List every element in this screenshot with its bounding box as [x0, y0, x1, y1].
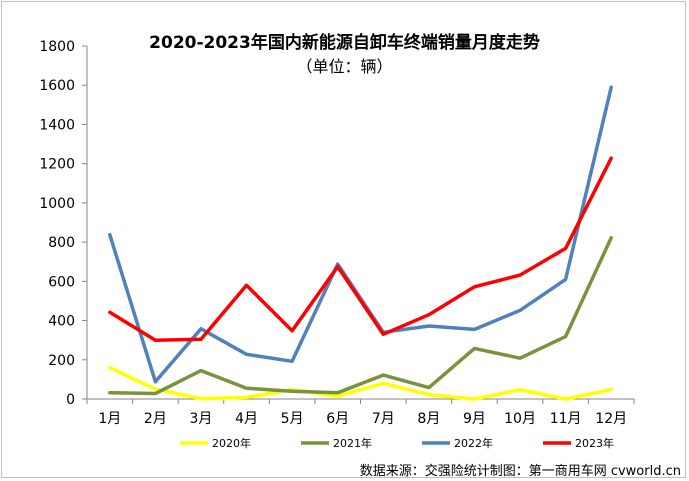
x-tick-label: 12月 — [595, 411, 627, 427]
x-tick-label: 5月 — [281, 411, 304, 427]
y-tick-label: 800 — [48, 235, 75, 251]
x-tick-label: 11月 — [550, 411, 582, 427]
chart-subtitle: （单位：辆） — [296, 57, 393, 76]
y-tick-label: 600 — [48, 274, 75, 290]
legend-label: 2020年 — [212, 436, 251, 450]
x-tick-label: 10月 — [504, 411, 536, 427]
x-tick-label: 9月 — [463, 411, 486, 427]
x-tick-label: 7月 — [372, 411, 395, 427]
y-tick-label: 1600 — [39, 78, 75, 94]
series-line-4 — [108, 156, 613, 342]
y-tick-label: 1800 — [39, 39, 75, 55]
series-line-2 — [108, 236, 613, 396]
x-tick-label: 3月 — [189, 411, 212, 427]
x-tick-label: 4月 — [235, 411, 258, 427]
y-tick-label: 200 — [48, 353, 75, 369]
x-tick-label: 6月 — [326, 411, 349, 427]
legend-label: 2023年 — [575, 436, 614, 450]
legend-label: 2021年 — [333, 436, 372, 450]
y-tick-label: 0 — [66, 392, 75, 408]
data-source-note: 数据来源：交强险统计制图：第一商用车网 cvworld.cn — [359, 464, 681, 479]
x-tick-label: 2月 — [144, 411, 167, 427]
y-tick-label: 400 — [48, 314, 75, 330]
series-line-3 — [108, 85, 613, 384]
chart-title: 2020-2023年国内新能源自卸车终端销量月度走势 — [149, 33, 540, 53]
series-line-1 — [108, 365, 613, 401]
y-tick-label: 1000 — [39, 196, 75, 212]
x-tick-label: 1月 — [98, 411, 121, 427]
y-tick-label: 1200 — [39, 157, 75, 173]
legend-label: 2022年 — [454, 436, 493, 450]
y-tick-label: 1400 — [39, 117, 75, 133]
x-tick-label: 8月 — [417, 411, 440, 427]
